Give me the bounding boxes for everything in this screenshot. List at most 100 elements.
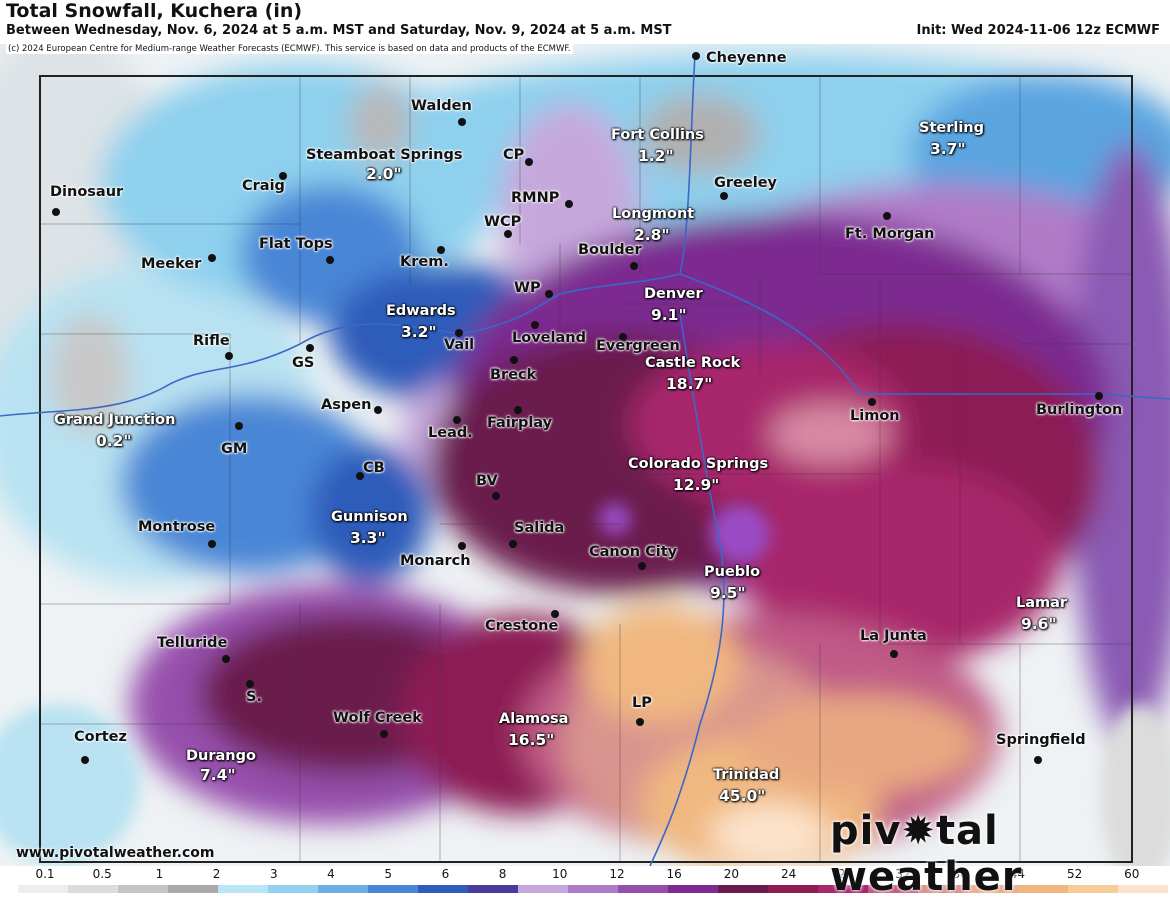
- snow-total-colorado-springs: 12.9": [673, 476, 720, 494]
- legend-swatch: [518, 885, 568, 893]
- copyright-notice: (c) 2024 European Centre for Medium-rang…: [6, 44, 573, 54]
- legend-swatch: [468, 885, 518, 893]
- city-label-telluride: Telluride: [157, 635, 228, 651]
- map-title: Total Snowfall, Kuchera (in): [6, 0, 303, 22]
- city-label-cp: CP: [503, 147, 525, 163]
- snow-total-trinidad: 45.0": [719, 787, 766, 805]
- logo-text-right: tal weather: [830, 808, 1023, 900]
- gm-marker: [235, 422, 243, 430]
- city-label-bv: BV: [476, 473, 498, 489]
- lead-marker: [453, 416, 461, 424]
- legend-swatch: [918, 885, 968, 893]
- legend-swatch: [818, 885, 868, 893]
- city-label-alamosa: Alamosa: [499, 711, 569, 727]
- website-url[interactable]: www.pivotalweather.com: [16, 845, 215, 861]
- legend-tick-label: 6: [441, 867, 450, 881]
- snow-total-fort-collins: 1.2": [638, 147, 674, 165]
- s-marker: [246, 680, 254, 688]
- city-label-fort-collins: Fort Collins: [611, 127, 704, 143]
- city-label-lamar: Lamar: [1016, 595, 1068, 611]
- city-label-sterling: Sterling: [919, 120, 985, 136]
- legend-swatch: [768, 885, 818, 893]
- city-label-trinidad: Trinidad: [713, 767, 780, 783]
- legend-swatch: [218, 885, 268, 893]
- legend-swatch: [568, 885, 618, 893]
- map-header: Total Snowfall, Kuchera (in) Between Wed…: [0, 0, 1170, 44]
- legend-swatch: [868, 885, 918, 893]
- legend-swatch: [1018, 885, 1068, 893]
- city-label-canon-city: Canon City: [589, 544, 678, 560]
- city-label-limon: Limon: [850, 408, 900, 424]
- legend-swatch: [968, 885, 1018, 893]
- limon-marker: [868, 398, 876, 406]
- snow-total-denver: 9.1": [651, 306, 687, 324]
- legend-swatch: [168, 885, 218, 893]
- legend-tick-label: 4: [327, 867, 335, 881]
- snowfall-shading: [0, 44, 1170, 866]
- snow-total-alamosa: 16.5": [508, 731, 555, 749]
- snow-total-longmont: 2.8": [634, 226, 670, 244]
- city-label-cb: CB: [363, 460, 385, 476]
- city-label-greeley: Greeley: [714, 175, 777, 191]
- legend-tick-label: 8: [498, 867, 507, 881]
- legend-tick-label: 12: [609, 867, 625, 881]
- snow-total-sterling: 3.7": [930, 140, 966, 158]
- legend-tick-label: 52: [1066, 867, 1083, 881]
- ft-morgan-marker: [883, 212, 891, 220]
- snow-total-lamar: 9.6": [1021, 615, 1057, 633]
- legend-tick-label: 1: [155, 867, 164, 881]
- legend-swatch: [268, 885, 318, 893]
- legend-tick-label: 0.1: [35, 867, 55, 881]
- city-label-salida: Salida: [514, 520, 565, 536]
- snow-total-grand-junction: 0.2": [96, 432, 132, 450]
- city-label-aspen: Aspen: [321, 397, 372, 413]
- city-label-meeker: Meeker: [141, 256, 202, 272]
- cortez-marker: [81, 756, 89, 764]
- city-label-rifle: Rifle: [193, 333, 230, 349]
- city-label-pueblo: Pueblo: [704, 564, 761, 580]
- bv-marker: [492, 492, 500, 500]
- canon-city-marker: [638, 562, 646, 570]
- evergreen-marker: [619, 333, 627, 341]
- wcp-marker: [504, 230, 512, 238]
- city-label-colorado-springs: Colorado Springs: [628, 456, 769, 472]
- wolf-creek-marker: [380, 730, 388, 738]
- legend-tick-label: 20: [723, 867, 740, 881]
- lp-marker: [636, 718, 644, 726]
- rmnp-marker: [565, 200, 573, 208]
- city-label-boulder: Boulder: [578, 242, 642, 258]
- city-label-la-junta: La Junta: [860, 628, 927, 644]
- city-label-gm: GM: [221, 441, 248, 457]
- city-label-lp: LP: [632, 695, 652, 711]
- city-label-ft-morgan: Ft. Morgan: [845, 226, 935, 242]
- legend-color-bar: [18, 885, 1168, 893]
- cb-marker: [356, 472, 364, 480]
- city-label-steamboat: Steamboat Springs: [306, 147, 463, 163]
- city-label-longmont: Longmont: [612, 206, 695, 222]
- flat-tops-marker: [326, 256, 334, 264]
- crestone-marker: [551, 610, 559, 618]
- meeker-marker: [208, 254, 216, 262]
- legend-tick-label: 10: [552, 867, 568, 881]
- gs-marker: [306, 344, 314, 352]
- city-label-wolf-creek: Wolf Creek: [333, 710, 422, 726]
- legend-tick-label: 5: [384, 867, 393, 881]
- city-label-denver: Denver: [644, 286, 703, 302]
- city-label-dinosaur: Dinosaur: [50, 184, 124, 200]
- city-label-springfield: Springfield: [996, 732, 1086, 748]
- city-label-castle-rock: Castle Rock: [645, 355, 741, 371]
- legend-tick-label: 24: [780, 867, 797, 881]
- pivotal-weather-logo: piv✹tal weather: [830, 808, 1170, 900]
- cheyenne-marker: [692, 52, 700, 60]
- snowfall-map[interactable]: Cheyenne Walden Steamboat Springs 2.0" C…: [0, 44, 1170, 866]
- forecast-period: Between Wednesday, Nov. 6, 2024 at 5 a.m…: [6, 23, 672, 38]
- legend-swatch: [1118, 885, 1168, 893]
- burlington-marker: [1095, 392, 1103, 400]
- legend-tick-label: 32: [895, 867, 911, 881]
- city-label-lead: Lead.: [428, 425, 473, 441]
- legend-swatch: [618, 885, 668, 893]
- legend-swatch: [18, 885, 68, 893]
- legend-swatch: [68, 885, 118, 893]
- walden-marker: [458, 118, 466, 126]
- city-label-evergreen: Evergreen: [596, 338, 680, 354]
